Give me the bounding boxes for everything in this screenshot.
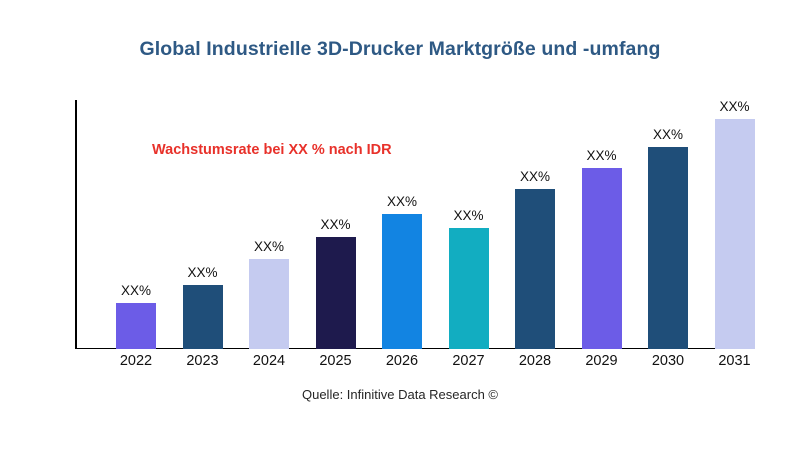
bar[interactable] [448,228,489,349]
bar-value-label: XX% [120,283,151,298]
x-axis-tick-2022: 2022 [119,353,153,369]
x-axis-tick-2029: 2029 [585,353,618,369]
chart-title: Global Industrielle 3D-Drucker Marktgröß… [139,38,661,60]
bar-group: XX% [436,100,502,349]
bar[interactable] [315,237,356,349]
y-axis-line [75,100,77,349]
bar[interactable] [714,119,755,349]
bar-value-label: XX% [719,99,750,114]
bar-value-label: XX% [386,194,417,209]
bar-value-label: XX% [586,148,617,163]
bar-value-label: XX% [187,265,218,280]
bar-group: XX% [635,100,701,349]
bar[interactable] [382,214,422,349]
x-axis-tick-2031: 2031 [718,353,751,369]
x-axis-tick-2024: 2024 [252,353,286,369]
bar-group: XX% [502,100,568,349]
x-axis-tick-2028: 2028 [518,353,552,369]
x-axis-tick-labels: 2022 2023 2024 2025 2026 2027 2028 2029 2030 2031 [75,353,800,377]
bar-value-label: XX% [652,127,683,142]
bar-group: XX% [236,100,302,349]
bar-value-label: XX% [519,169,550,184]
bar-group: XX% [369,100,435,349]
bar-value-label: XX% [453,208,484,223]
bar-value-label: XX% [320,217,351,232]
source-note: Quelle: Infinitive Data Research © [301,387,498,402]
x-axis-tick-2030: 2030 [651,353,685,369]
x-axis-tick-2027: 2027 [452,353,485,369]
bar-group: XX% [303,100,369,349]
bar-group: XX% [702,99,768,349]
bar[interactable] [182,285,223,349]
bar-group: XX% [103,100,169,349]
bar[interactable] [581,168,622,349]
x-axis-tick-2025: 2025 [319,353,352,369]
growth-rate-annotation: Wachstumsrate bei XX % nach IDR [152,142,392,158]
x-axis-tick-2026: 2026 [385,353,419,369]
bar-group: XX% [569,100,635,349]
bar[interactable] [648,147,688,349]
bar-value-label: XX% [253,239,284,254]
bar[interactable] [515,189,555,349]
plot-area: XX% XX% XX% XX% XX% XX% XX% XX% XX% XX% [75,99,800,349]
bar[interactable] [116,303,156,349]
x-axis-tick-2023: 2023 [186,353,219,369]
bar[interactable] [249,259,289,349]
bar-group: XX% [170,100,236,349]
